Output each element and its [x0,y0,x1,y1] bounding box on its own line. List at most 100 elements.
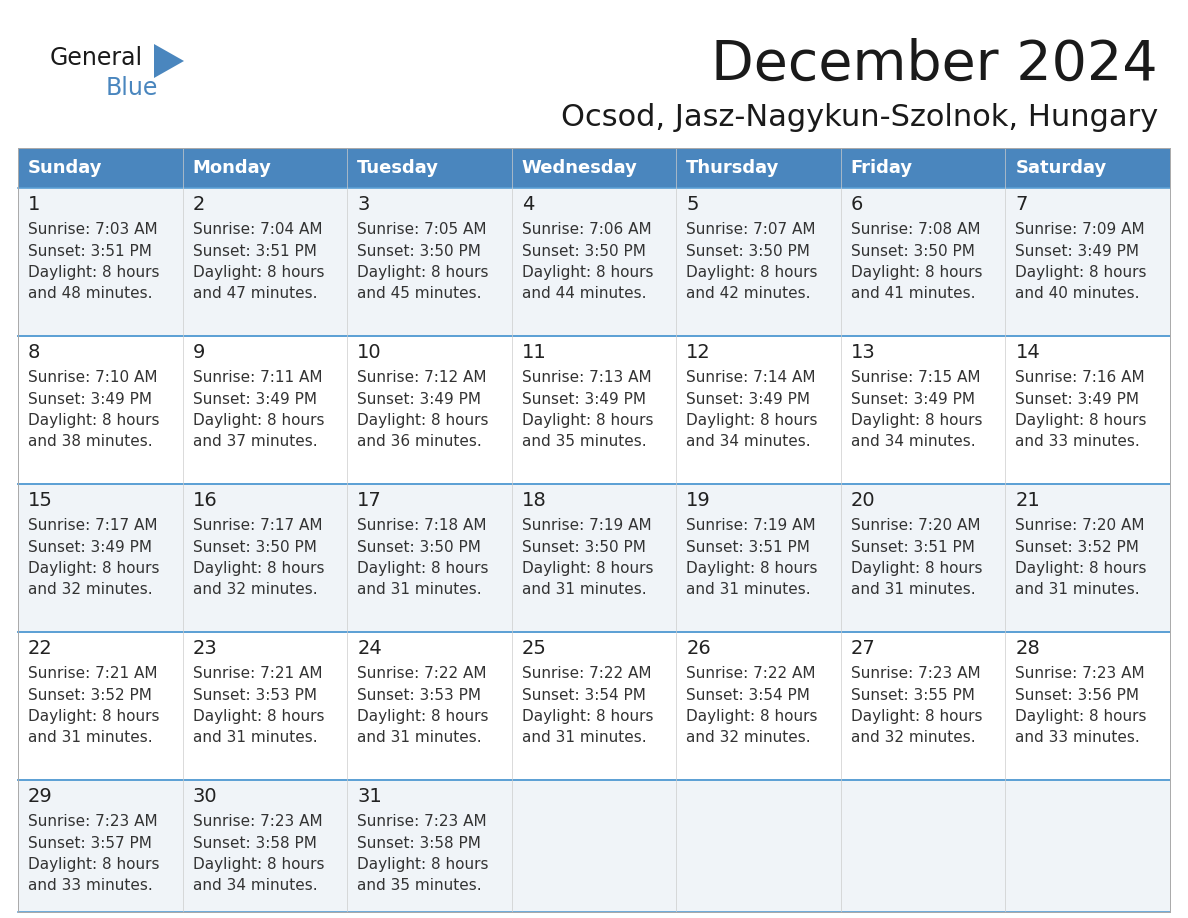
Text: Sunset: 3:50 PM: Sunset: 3:50 PM [851,243,974,259]
Text: Daylight: 8 hours: Daylight: 8 hours [1016,561,1146,576]
Text: 29: 29 [29,787,52,805]
Text: and 31 minutes.: and 31 minutes. [522,730,646,744]
Text: 27: 27 [851,639,876,657]
Text: and 34 minutes.: and 34 minutes. [851,433,975,449]
Text: Daylight: 8 hours: Daylight: 8 hours [851,709,982,723]
Text: 12: 12 [687,342,712,362]
Text: and 32 minutes.: and 32 minutes. [29,581,152,597]
Bar [676,148,841,188]
Text: Daylight: 8 hours: Daylight: 8 hours [1016,709,1146,723]
Text: and 36 minutes.: and 36 minutes. [358,433,482,449]
Text: 14: 14 [1016,342,1041,362]
Text: and 31 minutes.: and 31 minutes. [687,581,811,597]
Text: Sunrise: 7:11 AM: Sunrise: 7:11 AM [192,371,322,386]
Text: and 41 minutes.: and 41 minutes. [851,285,975,300]
Bar [841,632,1005,780]
Text: Daylight: 8 hours: Daylight: 8 hours [851,264,982,279]
Text: Sunset: 3:49 PM: Sunset: 3:49 PM [851,391,975,407]
Bar [18,148,183,188]
Text: 11: 11 [522,342,546,362]
Text: 13: 13 [851,342,876,362]
Bar [183,484,347,632]
Bar [183,148,347,188]
Text: Daylight: 8 hours: Daylight: 8 hours [1016,412,1146,428]
Text: 28: 28 [1016,639,1041,657]
Text: 25: 25 [522,639,546,657]
Bar [18,336,183,484]
Text: 9: 9 [192,342,206,362]
Text: Daylight: 8 hours: Daylight: 8 hours [358,264,488,279]
Text: 20: 20 [851,490,876,509]
Text: Daylight: 8 hours: Daylight: 8 hours [192,412,324,428]
Text: Sunset: 3:49 PM: Sunset: 3:49 PM [358,391,481,407]
Text: Sunrise: 7:05 AM: Sunrise: 7:05 AM [358,222,487,238]
Text: and 31 minutes.: and 31 minutes. [29,730,152,744]
Text: Daylight: 8 hours: Daylight: 8 hours [687,264,817,279]
Text: Sunset: 3:49 PM: Sunset: 3:49 PM [1016,391,1139,407]
Text: Wednesday: Wednesday [522,159,638,177]
Text: Sunrise: 7:22 AM: Sunrise: 7:22 AM [522,666,651,681]
Text: and 31 minutes.: and 31 minutes. [851,581,975,597]
Text: Sunday: Sunday [29,159,102,177]
Text: Ocsod, Jasz-Nagykun-Szolnok, Hungary: Ocsod, Jasz-Nagykun-Szolnok, Hungary [561,104,1158,132]
Text: and 32 minutes.: and 32 minutes. [192,581,317,597]
Text: and 37 minutes.: and 37 minutes. [192,433,317,449]
Text: and 40 minutes.: and 40 minutes. [1016,285,1140,300]
Text: 31: 31 [358,787,381,805]
Text: Sunrise: 7:16 AM: Sunrise: 7:16 AM [1016,371,1145,386]
Text: Daylight: 8 hours: Daylight: 8 hours [522,264,653,279]
Text: Sunrise: 7:22 AM: Sunrise: 7:22 AM [687,666,816,681]
Text: and 33 minutes.: and 33 minutes. [29,878,153,892]
Text: Daylight: 8 hours: Daylight: 8 hours [29,709,159,723]
Text: Sunset: 3:50 PM: Sunset: 3:50 PM [192,540,316,554]
Text: 8: 8 [29,342,40,362]
Text: Daylight: 8 hours: Daylight: 8 hours [192,709,324,723]
Text: Sunrise: 7:17 AM: Sunrise: 7:17 AM [29,519,158,533]
Text: Daylight: 8 hours: Daylight: 8 hours [358,709,488,723]
Text: Daylight: 8 hours: Daylight: 8 hours [29,561,159,576]
Text: Sunset: 3:50 PM: Sunset: 3:50 PM [522,243,645,259]
Bar [18,632,183,780]
Text: Sunset: 3:51 PM: Sunset: 3:51 PM [687,540,810,554]
Bar [1005,632,1170,780]
Bar [347,336,512,484]
Bar [512,484,676,632]
Text: and 31 minutes.: and 31 minutes. [358,730,482,744]
Text: 16: 16 [192,490,217,509]
Text: Daylight: 8 hours: Daylight: 8 hours [522,709,653,723]
Text: and 44 minutes.: and 44 minutes. [522,285,646,300]
Bar [841,148,1005,188]
Text: Sunset: 3:58 PM: Sunset: 3:58 PM [358,835,481,850]
Text: 17: 17 [358,490,381,509]
Text: and 35 minutes.: and 35 minutes. [522,433,646,449]
Text: Daylight: 8 hours: Daylight: 8 hours [522,561,653,576]
Text: and 31 minutes.: and 31 minutes. [1016,581,1140,597]
Text: Sunset: 3:50 PM: Sunset: 3:50 PM [687,243,810,259]
Text: Daylight: 8 hours: Daylight: 8 hours [192,856,324,871]
Text: and 32 minutes.: and 32 minutes. [687,730,811,744]
Text: 7: 7 [1016,195,1028,214]
Text: 24: 24 [358,639,381,657]
Bar [1005,780,1170,912]
Text: and 35 minutes.: and 35 minutes. [358,878,482,892]
Bar [18,484,183,632]
Bar [512,632,676,780]
Bar [347,188,512,336]
Text: 4: 4 [522,195,535,214]
Text: Tuesday: Tuesday [358,159,440,177]
Text: Sunrise: 7:18 AM: Sunrise: 7:18 AM [358,519,487,533]
Text: 6: 6 [851,195,864,214]
Text: and 33 minutes.: and 33 minutes. [1016,730,1140,744]
Text: Sunrise: 7:23 AM: Sunrise: 7:23 AM [1016,666,1145,681]
Text: Sunrise: 7:17 AM: Sunrise: 7:17 AM [192,519,322,533]
Text: Daylight: 8 hours: Daylight: 8 hours [687,709,817,723]
Text: Sunset: 3:49 PM: Sunset: 3:49 PM [29,540,152,554]
Text: Sunset: 3:49 PM: Sunset: 3:49 PM [192,391,316,407]
Text: Sunrise: 7:19 AM: Sunrise: 7:19 AM [522,519,651,533]
Text: Sunset: 3:50 PM: Sunset: 3:50 PM [358,243,481,259]
Bar [1005,148,1170,188]
Bar [1005,336,1170,484]
Bar [1005,484,1170,632]
Bar [512,188,676,336]
Text: Sunset: 3:54 PM: Sunset: 3:54 PM [687,688,810,702]
